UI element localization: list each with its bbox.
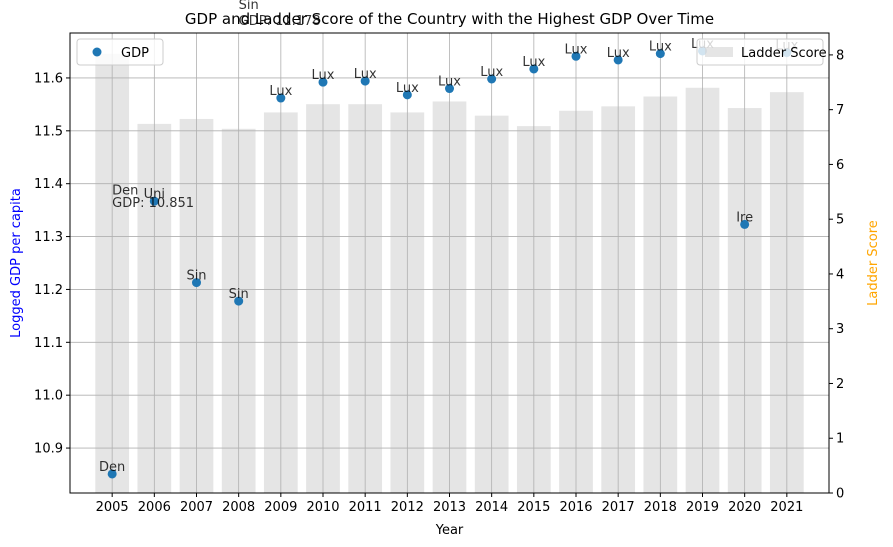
x-tick-label-2019: 2019: [686, 500, 719, 515]
legend-gdp-box: [76, 38, 164, 66]
y-right-tick-label-1: 1: [836, 432, 844, 447]
gdp-point-label-2011: Lux: [354, 67, 377, 82]
legend-ladder-label: Ladder Score: [741, 46, 827, 61]
grid-lines: [70, 33, 829, 493]
gdp-point-2014: [487, 74, 497, 84]
gdp-point-label-2007: Sin: [186, 269, 206, 284]
gdp-point-2007: [192, 278, 201, 288]
y-right-tick-label-6: 6: [836, 158, 844, 173]
annotation-3: GDP: 11.178: [239, 14, 321, 29]
y-axis-left: 10.9 11.0 11.1 11.2 11.3 11.4 11.5 11.6: [34, 71, 70, 457]
y-left-tick-label-11.0: 11.0: [34, 389, 63, 404]
x-tick-label-2013: 2013: [433, 500, 466, 515]
legend-gdp-marker: [92, 47, 102, 57]
chart-title: GDP and Ladder Score of the Country with…: [185, 10, 714, 28]
gdp-point-label-2012: Lux: [396, 81, 419, 96]
gdp-point-2009: [276, 93, 286, 103]
x-tick-label-2006: 2006: [138, 500, 171, 515]
gdp-point-2005: [107, 469, 117, 479]
legend-gdp-label: GDP: [121, 46, 149, 61]
y-right-tick-label-7: 7: [836, 103, 844, 118]
gdp-point-2006: [149, 196, 159, 206]
gdp-point-label-2010: Lux: [312, 68, 335, 83]
legend-gdp: GDP: [76, 38, 164, 66]
x-tick-label-2016: 2016: [559, 500, 592, 515]
gdp-point-2008: [234, 296, 244, 306]
gdp-point-label-2006: Uni: [144, 187, 165, 202]
gdp-point-2020: [740, 219, 750, 229]
y-right-tick-label-0: 0: [836, 487, 844, 502]
gdp-point-label-2008: Sin: [229, 287, 249, 302]
gdp-point-2018: [655, 49, 665, 59]
gdp-point-2017: [613, 55, 623, 65]
gdp-point-label-2005: Den: [99, 460, 125, 475]
y-left-tick-label-11.5: 11.5: [34, 124, 63, 139]
x-tick-label-2021: 2021: [770, 500, 803, 515]
annotation-0: Den: [112, 183, 138, 198]
y-left-tick-label-11.4: 11.4: [34, 177, 63, 192]
x-tick-label-2018: 2018: [644, 500, 677, 515]
gdp-point-2016: [571, 51, 581, 61]
x-axis-title: Year: [435, 523, 464, 538]
y-left-tick-label-11.3: 11.3: [34, 230, 63, 245]
y-left-tick-label-10.9: 10.9: [34, 442, 63, 457]
annotation-1: GDP: 10.851: [112, 196, 194, 211]
x-tick-label-2020: 2020: [728, 500, 761, 515]
legend-ladder-box: [696, 38, 824, 66]
x-tick-label-2015: 2015: [517, 500, 550, 515]
gdp-point-label-2014: Lux: [480, 65, 503, 80]
y-right-tick-label-8: 8: [836, 48, 844, 63]
gdp-point-2013: [445, 84, 454, 94]
gdp-point-label-2015: Lux: [522, 55, 545, 70]
gdp-point-label-2018: Lux: [649, 40, 672, 55]
x-tick-label-2011: 2011: [349, 500, 382, 515]
legend-ladder-swatch: [705, 47, 733, 57]
legend-ladder-score: Ladder Score: [696, 38, 827, 66]
gdp-point-2011: [360, 76, 370, 86]
x-tick-label-2017: 2017: [602, 500, 635, 515]
x-tick-label-2010: 2010: [306, 500, 339, 515]
y-axis-left-title: Logged GDP per capita: [9, 188, 24, 338]
gdp-point-label-2013: Lux: [438, 75, 461, 90]
y-right-tick-label-2: 2: [836, 377, 844, 392]
y-axis-right-title: Ladder Score: [866, 220, 881, 306]
x-tick-label-2005: 2005: [96, 500, 129, 515]
gdp-point-2012: [402, 90, 412, 100]
y-left-tick-label-11.6: 11.6: [34, 71, 63, 86]
gdp-point-label-2009: Lux: [269, 84, 292, 99]
x-tick-label-2014: 2014: [475, 500, 508, 515]
gdp-point-label-2017: Lux: [607, 46, 630, 61]
gdp-point-2015: [529, 64, 539, 74]
y-right-tick-label-3: 3: [836, 322, 844, 337]
gdp-point-label-2016: Lux: [565, 42, 588, 57]
x-tick-label-2007: 2007: [180, 500, 213, 515]
x-tick-label-2012: 2012: [391, 500, 424, 515]
y-axis-right: 0 1 2 3 4 5 6 7 8: [829, 48, 844, 502]
annotation-2: Sin: [239, 0, 259, 13]
gdp-point-2010: [318, 77, 328, 87]
y-left-tick-label-11.1: 11.1: [34, 336, 63, 351]
y-left-tick-label-11.2: 11.2: [34, 283, 63, 298]
y-right-tick-label-5: 5: [836, 213, 844, 228]
x-axis: 2005 2006 2007 2008 2009 2010 2011 2012 2013 2014…: [96, 493, 803, 515]
x-tick-label-2008: 2008: [222, 500, 255, 515]
x-tick-label-2009: 2009: [264, 500, 297, 515]
y-right-tick-label-4: 4: [836, 267, 844, 282]
gdp-point-label-2020: Ire: [736, 210, 753, 225]
